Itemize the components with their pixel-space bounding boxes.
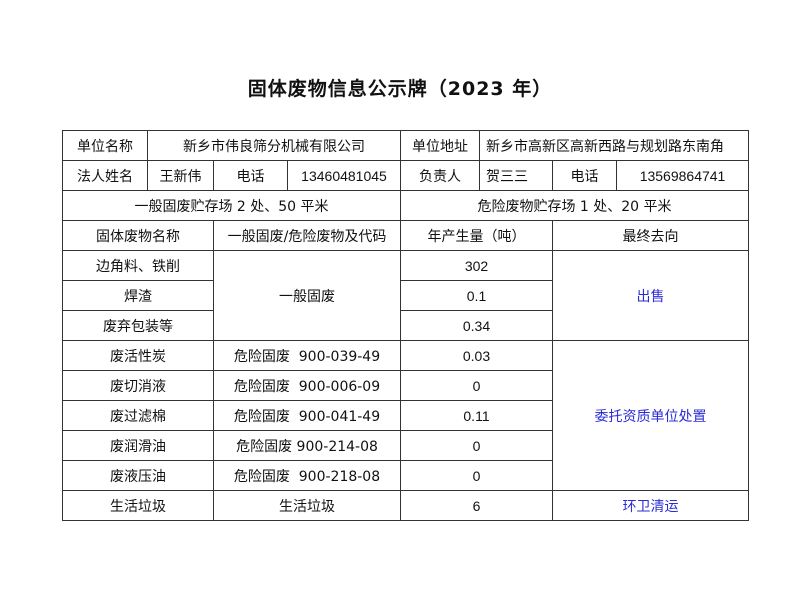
table-row: 法人姓名 王新伟 电话 13460481045 负责人 贺三三 电话 13569… (62, 160, 750, 191)
table-row: 单位名称 新乡市伟良筛分机械有限公司 单位地址 新乡市高新区高新西路与规划路东南… (62, 130, 750, 161)
waste-name: 废润滑油 (62, 430, 214, 461)
manager-phone: 13569864741 (615, 160, 750, 191)
table-row: 废切消液 危险固废 900-006-09 0 (62, 370, 749, 401)
waste-code: 危险固废 900-218-08 (213, 460, 401, 491)
waste-amount: 0.34 (400, 310, 553, 341)
waste-code: 一般固废 (213, 250, 401, 341)
waste-code: 危险固废 900-214-08 (213, 430, 401, 461)
waste-amount: 0.1 (400, 280, 553, 311)
hazard-storage: 危险废物贮存场 1 处、20 平米 (399, 190, 750, 221)
table-row: 边角料、铁削 一般固废 302 出售 (62, 250, 750, 341)
legal-phone: 13460481045 (287, 160, 401, 191)
table-row: 废活性炭 危险固废 900-039-49 0.03 委托资质单位处置 (62, 340, 750, 491)
table-row: 生活垃圾 生活垃圾 6 环卫清运 (62, 490, 750, 521)
waste-name: 废过滤棉 (62, 400, 214, 431)
address: 新乡市高新区高新西路与规划路东南角 (478, 130, 750, 161)
waste-amount: 0.03 (400, 340, 553, 371)
table-row: 废弃包装等 0.34 (62, 310, 749, 341)
manager-label: 负责人 (400, 160, 480, 191)
manager-name: 贺三三 (479, 160, 553, 191)
waste-amount: 0 (400, 460, 553, 491)
waste-amount: 0 (400, 370, 553, 401)
table-row: 一般固废贮存场 2 处、50 平米 危险废物贮存场 1 处、20 平米 (62, 190, 750, 221)
header-row: 固体废物名称 一般固废/危险废物及代码 年产生量（吨） 最终去向 (62, 220, 750, 251)
page-title: 固体废物信息公示牌（2023 年） (247, 78, 553, 100)
general-storage: 一般固废贮存场 2 处、50 平米 (62, 190, 401, 221)
waste-info-table: 单位名称 新乡市伟良筛分机械有限公司 单位地址 新乡市高新区高新西路与规划路东南… (62, 130, 750, 521)
table-row: 废过滤棉 危险固废 900-041-49 0.11 (62, 400, 749, 431)
waste-code: 生活垃圾 (213, 490, 401, 521)
waste-amount: 0 (400, 430, 553, 461)
waste-name: 废切消液 (62, 370, 214, 401)
table-row: 废润滑油 危险固废 900-214-08 0 (62, 430, 749, 461)
waste-amount: 6 (400, 490, 553, 521)
unit-name: 新乡市伟良筛分机械有限公司 (147, 130, 401, 161)
table-row: 焊渣 0.1 (62, 280, 749, 311)
waste-name: 生活垃圾 (62, 490, 214, 521)
header-destination: 最终去向 (551, 220, 750, 251)
phone-label: 电话 (213, 160, 288, 191)
waste-code: 危险固废 900-041-49 (213, 400, 401, 431)
waste-name: 边角料、铁削 (62, 250, 214, 281)
waste-name: 焊渣 (62, 280, 214, 311)
waste-name: 废弃包装等 (62, 310, 214, 341)
waste-name: 废活性炭 (62, 340, 214, 371)
manager-phone-label: 电话 (552, 160, 617, 191)
unit-name-label: 单位名称 (62, 130, 148, 161)
legal-label: 法人姓名 (62, 160, 148, 191)
header-amount: 年产生量（吨） (400, 220, 553, 251)
waste-amount: 0.11 (400, 400, 553, 431)
header-name: 固体废物名称 (62, 220, 214, 251)
waste-amount: 302 (400, 250, 553, 281)
waste-code: 危险固废 900-039-49 (213, 340, 401, 371)
legal-name: 王新伟 (147, 160, 214, 191)
waste-code: 危险固废 900-006-09 (213, 370, 401, 401)
address-label: 单位地址 (400, 130, 480, 161)
header-code: 一般固废/危险废物及代码 (213, 220, 401, 251)
destination-sale: 出售 (551, 250, 750, 341)
waste-name: 废液压油 (62, 460, 214, 491)
destination-domestic: 环卫清运 (551, 490, 750, 521)
destination-hazard: 委托资质单位处置 (551, 340, 750, 491)
